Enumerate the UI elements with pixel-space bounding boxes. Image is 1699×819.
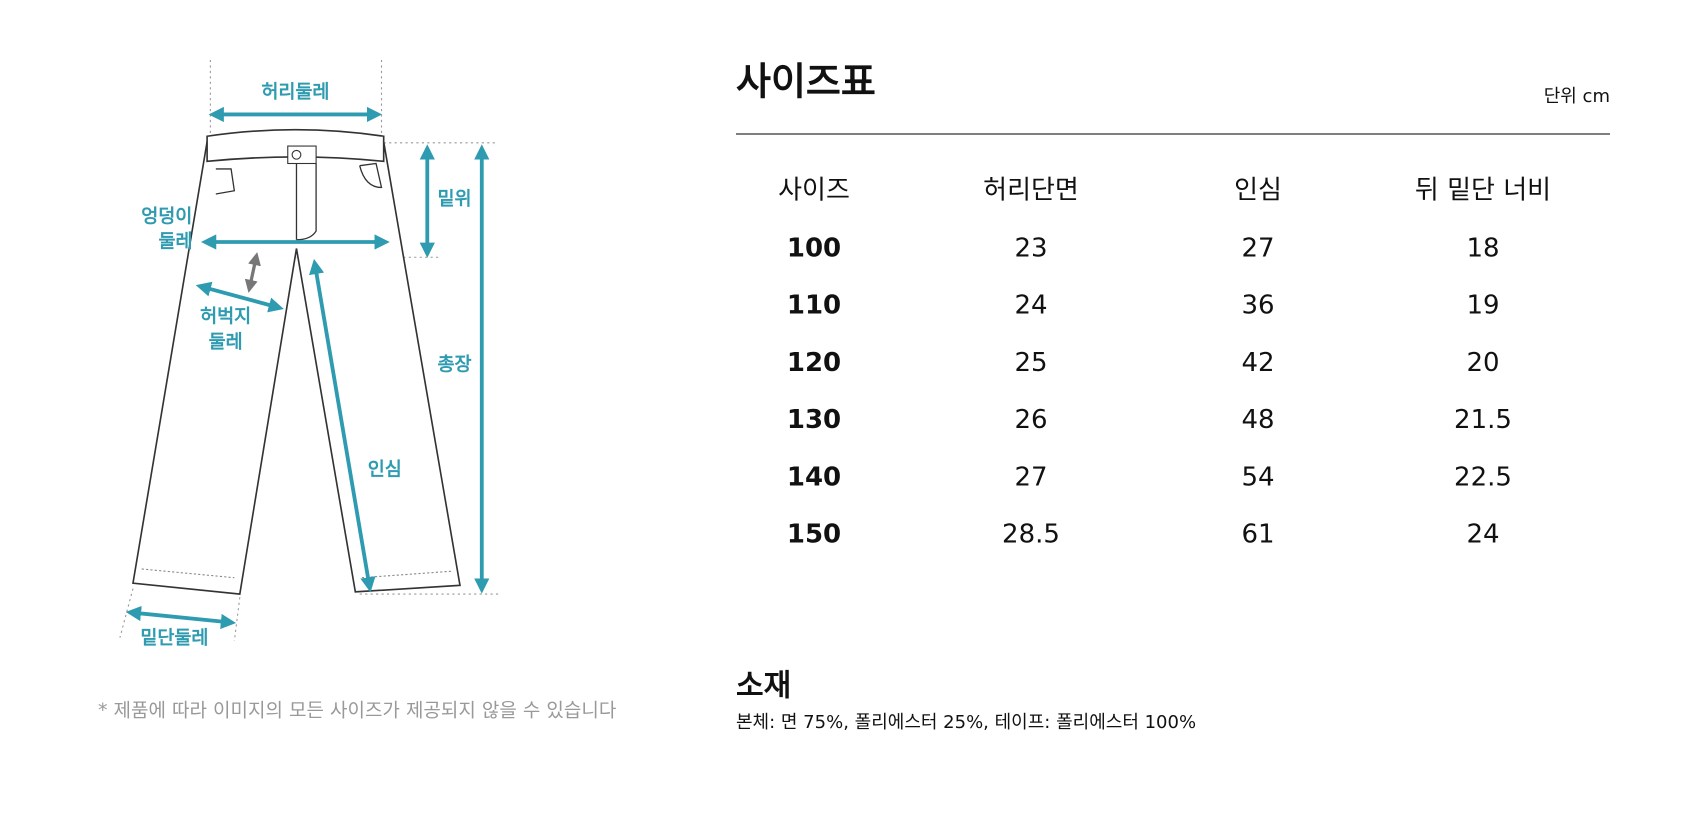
table-cell: 23 xyxy=(1014,234,1047,264)
label: 엉덩이 xyxy=(141,206,192,227)
table-header: 사이즈 xyxy=(778,176,850,206)
table-cell: 28.5 xyxy=(1002,520,1060,550)
table-cell: 24 xyxy=(1014,291,1047,321)
table-cell: 26 xyxy=(1014,405,1047,435)
label: 인심 xyxy=(368,459,402,480)
table-cell: 150 xyxy=(787,520,841,550)
table-header: 뒤 밑단 너비 xyxy=(1415,176,1551,206)
table-cell: 120 xyxy=(787,348,841,378)
label: 허벅지 xyxy=(200,307,251,328)
label: 둘레 xyxy=(209,332,243,353)
table-cell: 24 xyxy=(1466,520,1499,550)
table-cell: 110 xyxy=(787,291,841,321)
table-header: 허리단면 xyxy=(983,176,1079,206)
table-cell: 130 xyxy=(787,405,841,435)
table-cell: 25 xyxy=(1014,348,1047,378)
label: 밑위 xyxy=(437,188,471,210)
pants-diagram: 허리둘레 밑위 엉덩이 둘레 허벅지 둘레 총장 인심 밑단둘레 xyxy=(119,59,500,649)
material-text: 본체: 면 75%, 폴리에스터 25%, 테이프: 폴리에스터 100% xyxy=(736,712,1196,733)
table-cell: 36 xyxy=(1241,291,1274,321)
size-table: 사이즈 허리단면 인심 뒤 밑단 너비 100 23 27 18 110 24 36 19 120 25 4… xyxy=(778,176,1551,550)
table-cell: 100 xyxy=(787,234,841,264)
table-cell: 140 xyxy=(787,462,841,492)
material-title: 소재 xyxy=(736,669,791,704)
label: 둘레 xyxy=(158,231,192,252)
label: 밑단둘레 xyxy=(140,628,208,649)
table-cell: 27 xyxy=(1014,462,1047,492)
table-title: 사이즈표 xyxy=(736,60,876,104)
table-cell: 27 xyxy=(1241,234,1274,264)
table-cell: 48 xyxy=(1241,405,1274,435)
table-cell: 61 xyxy=(1241,520,1274,550)
table-cell: 22.5 xyxy=(1454,462,1512,492)
table-header: 인심 xyxy=(1234,176,1282,206)
unit: 단위 cm xyxy=(1544,86,1610,107)
table-cell: 54 xyxy=(1241,462,1274,492)
label: 총장 xyxy=(437,355,471,376)
note: * 제품에 따라 이미지의 모든 사이즈가 제공되지 않을 수 있습니다 xyxy=(98,700,616,722)
label: 허리둘레 xyxy=(261,82,329,103)
table-cell: 18 xyxy=(1466,234,1499,264)
table-cell: 21.5 xyxy=(1454,405,1512,435)
table-cell: 42 xyxy=(1241,348,1274,378)
table-cell: 20 xyxy=(1466,348,1499,378)
table-cell: 19 xyxy=(1466,291,1499,321)
